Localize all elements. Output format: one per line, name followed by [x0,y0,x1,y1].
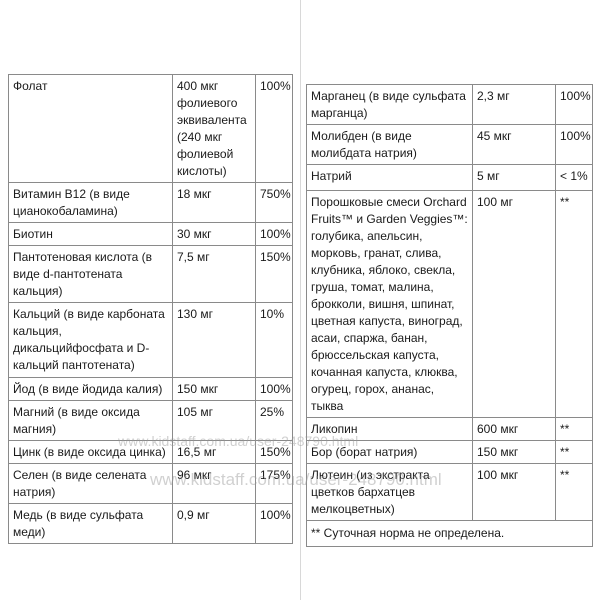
daily-value: 100% [555,84,593,125]
nutrient-name: Селен (в виде селената натрия) [8,463,173,504]
nutrient-amount: 30 мкг [172,222,256,246]
nutrient-amount: 150 мкг [172,377,256,401]
nutrient-name: Пантотеновая кислота (в виде d-пантотена… [8,245,173,303]
daily-value: ** [555,463,593,521]
daily-value: ** [555,190,593,418]
table-row: Цинк (в виде оксида цинка) 16,5 мг 150% [8,440,293,464]
page-divider [300,0,301,600]
daily-value: 100% [255,222,293,246]
table-row: Бор (борат натрия) 150 мкг ** [306,440,593,464]
daily-value: 175% [255,463,293,504]
table-row: Лютеин (из экстракта цветков бархатцев м… [306,463,593,521]
table-row: Фолат 400 мкг фолиевого эквивалента (240 … [8,74,293,183]
table-row: Биотин 30 мкг 100% [8,222,293,246]
nutrient-name: Витамин B12 (в виде цианокобаламина) [8,182,173,223]
nutrient-name: Йод (в виде йодида калия) [8,377,173,401]
nutrient-amount: 0,9 мг [172,503,256,544]
nutrient-amount: 130 мг [172,302,256,378]
daily-value: ** [555,417,593,441]
nutrient-name: Кальций (в виде карбоната кальция, дикал… [8,302,173,378]
nutrient-name: Медь (в виде сульфата меди) [8,503,173,544]
table-row: Йод (в виде йодида калия) 150 мкг 100% [8,377,293,401]
nutrient-name: Магний (в виде оксида магния) [8,400,173,441]
table-row: Магний (в виде оксида магния) 105 мг 25% [8,400,293,441]
footnote: ** Суточная норма не определена. [306,520,593,547]
nutrient-amount: 105 мг [172,400,256,441]
daily-value: 150% [255,245,293,303]
daily-value: 100% [255,74,293,183]
nutrition-table-right: Марганец (в виде сульфата марганца) 2,3 м… [306,84,593,547]
nutrient-name: Ликопин [306,417,473,441]
table-row: Витамин B12 (в виде цианокобаламина) 18 м… [8,182,293,223]
nutrient-name: Молибден (в виде молибдата натрия) [306,124,473,165]
nutrient-amount: 96 мкг [172,463,256,504]
nutrient-amount: 18 мкг [172,182,256,223]
table-row: Порошковые смеси Orchard Fruits™ и Garde… [306,190,593,418]
daily-value: 100% [255,377,293,401]
daily-value: 750% [255,182,293,223]
nutrient-amount: 150 мкг [472,440,556,464]
nutrient-name: Натрий [306,164,473,191]
daily-value: 25% [255,400,293,441]
daily-value: 150% [255,440,293,464]
nutrient-name: Лютеин (из экстракта цветков бархатцев м… [306,463,473,521]
nutrient-name: Бор (борат натрия) [306,440,473,464]
nutrient-name: Фолат [8,74,173,183]
table-row: Ликопин 600 мкг ** [306,417,593,441]
table-row: Натрий 5 мг < 1% [306,164,593,191]
daily-value: 100% [255,503,293,544]
table-row: Марганец (в виде сульфата марганца) 2,3 м… [306,84,593,125]
daily-value: 100% [555,124,593,165]
daily-value: 10% [255,302,293,378]
table-row: Медь (в виде сульфата меди) 0,9 мг 100% [8,503,293,544]
nutrition-table-left: Фолат 400 мкг фолиевого эквивалента (240 … [8,74,293,544]
nutrient-amount: 400 мкг фолиевого эквивалента (240 мкг ф… [172,74,256,183]
nutrient-amount: 600 мкг [472,417,556,441]
table-row: Молибден (в виде молибдата натрия) 45 мкг… [306,124,593,165]
nutrient-amount: 7,5 мг [172,245,256,303]
nutrient-amount: 100 мг [472,190,556,418]
nutrient-name: Биотин [8,222,173,246]
nutrient-amount: 2,3 мг [472,84,556,125]
nutrient-amount: 45 мкг [472,124,556,165]
table-row: Селен (в виде селената натрия) 96 мкг 175% [8,463,293,504]
nutrient-amount: 5 мг [472,164,556,191]
nutrient-name: Порошковые смеси Orchard Fruits™ и Garde… [306,190,473,418]
nutrient-name: Цинк (в виде оксида цинка) [8,440,173,464]
table-row: Кальций (в виде карбоната кальция, дикал… [8,302,293,378]
nutrient-amount: 100 мкг [472,463,556,521]
daily-value: < 1% [555,164,593,191]
daily-value: ** [555,440,593,464]
nutrient-name: Марганец (в виде сульфата марганца) [306,84,473,125]
table-row: Пантотеновая кислота (в виде d-пантотена… [8,245,293,303]
nutrient-amount: 16,5 мг [172,440,256,464]
